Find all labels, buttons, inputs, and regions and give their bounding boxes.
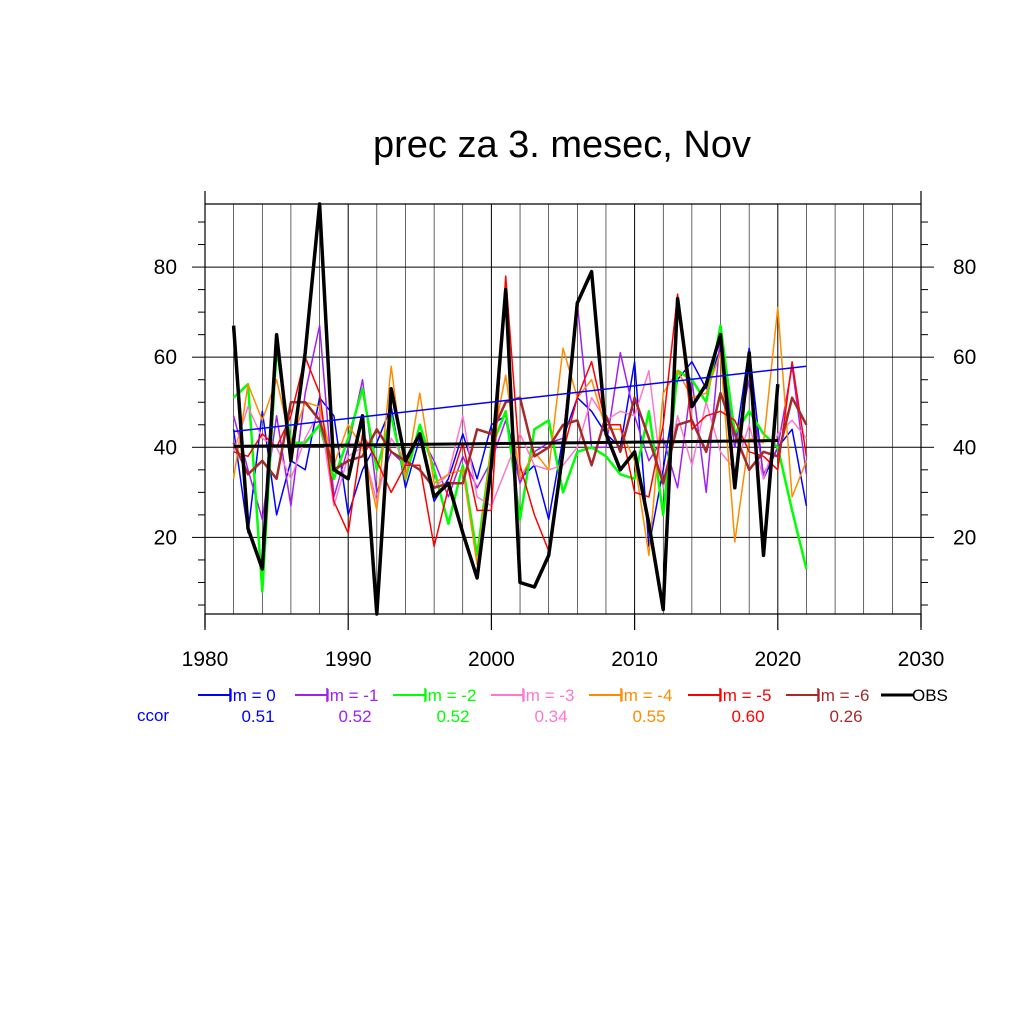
series-line-lm3 xyxy=(232,369,807,507)
ccor-label: ccor xyxy=(137,706,169,725)
legend: ccor lm = 0 0.51 lm = -1 0.52 lm = -2 0.52 lm =… xyxy=(137,686,948,726)
x-tick-label: 2000 xyxy=(468,648,515,671)
legend-label: OBS xyxy=(912,686,948,705)
legend-corr: 0.51 xyxy=(241,707,274,726)
legend-label: lm = -4 xyxy=(620,686,672,705)
y-tick-label-right: 80 xyxy=(953,256,976,279)
legend-label: lm = -5 xyxy=(719,686,771,705)
legend-corr: 0.60 xyxy=(731,707,764,726)
chart-title: prec za 3. mesec, Nov xyxy=(373,124,751,166)
series-line-lm5 xyxy=(233,275,808,552)
series-line-obs xyxy=(231,202,780,616)
y-tick-label-right: 20 xyxy=(953,526,976,549)
y-tick-label-left: 40 xyxy=(154,436,177,459)
y-tick-label-left: 20 xyxy=(154,526,177,549)
x-tick-label: 1980 xyxy=(182,648,229,671)
trend-line-lm0 xyxy=(233,365,807,433)
y-tick-label-left: 80 xyxy=(154,256,177,279)
legend-corr: 0.34 xyxy=(534,707,567,726)
x-tick-label: 1990 xyxy=(325,648,372,671)
x-tick-label: 2010 xyxy=(611,648,658,671)
x-tick-label: 2020 xyxy=(754,648,801,671)
legend-corr: 0.26 xyxy=(829,707,862,726)
legend-label: lm = -1 xyxy=(326,686,378,705)
legend-label: lm = 0 xyxy=(229,686,276,705)
series-layer xyxy=(231,202,808,616)
legend-label: lm = -6 xyxy=(817,686,869,705)
x-tick-label: 2030 xyxy=(898,648,945,671)
series-line-lm6 xyxy=(232,391,808,490)
legend-corr: 0.52 xyxy=(436,707,469,726)
y-tick-label-left: 60 xyxy=(154,346,177,369)
legend-corr: 0.55 xyxy=(632,707,665,726)
legend-label: lm = -3 xyxy=(522,686,574,705)
legend-corr: 0.52 xyxy=(338,707,371,726)
plot-frame xyxy=(204,191,922,627)
legend-label: lm = -2 xyxy=(424,686,476,705)
trend-line-obs xyxy=(233,439,778,448)
y-tick-label-right: 60 xyxy=(953,346,976,369)
y-tick-label-right: 40 xyxy=(953,436,976,459)
